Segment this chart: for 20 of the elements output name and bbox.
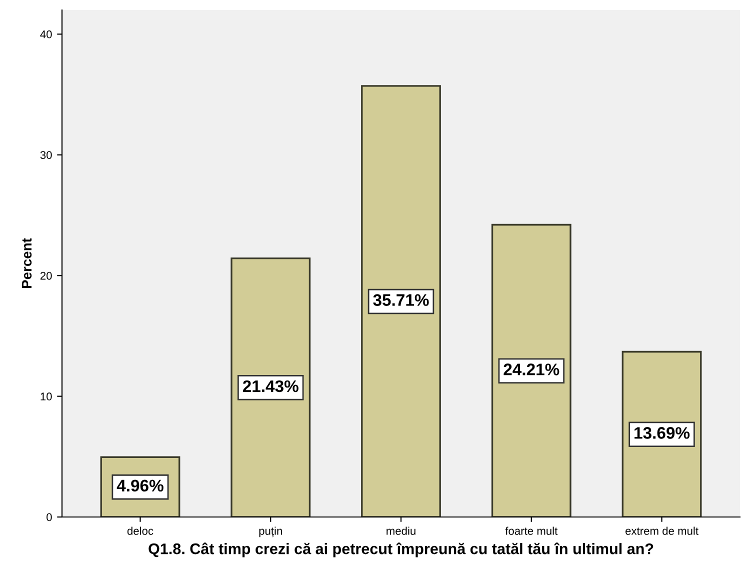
data-label: 35.71% [373, 294, 429, 306]
x-tick-label: foarte mult [505, 526, 558, 535]
data-label: 13.69% [634, 427, 690, 439]
x-tick-label: extrem de mult [626, 526, 698, 535]
x-tick-label: deloc [127, 526, 154, 535]
data-label: 4.96% [116, 480, 164, 492]
y-tick-label: 10 [40, 392, 52, 400]
y-tick-label: 30 [40, 151, 52, 159]
data-label: 21.43% [242, 380, 298, 392]
y-tick-label: 40 [40, 30, 52, 38]
x-axis-title: Q1.8. Cât timp crezi că ai petrecut împreună cu tatăl tău în ultimul an? [148, 542, 654, 558]
data-label: 24.21% [504, 364, 560, 376]
bar [361, 85, 441, 517]
bar [230, 257, 311, 517]
y-tick-label: 0 [46, 513, 52, 522]
y-tick-label: 20 [40, 272, 52, 280]
bar [491, 224, 572, 517]
y-axis-title: Percent [22, 238, 32, 288]
x-tick-label: mediu [386, 526, 416, 535]
x-tick-label: puțin [259, 526, 282, 538]
